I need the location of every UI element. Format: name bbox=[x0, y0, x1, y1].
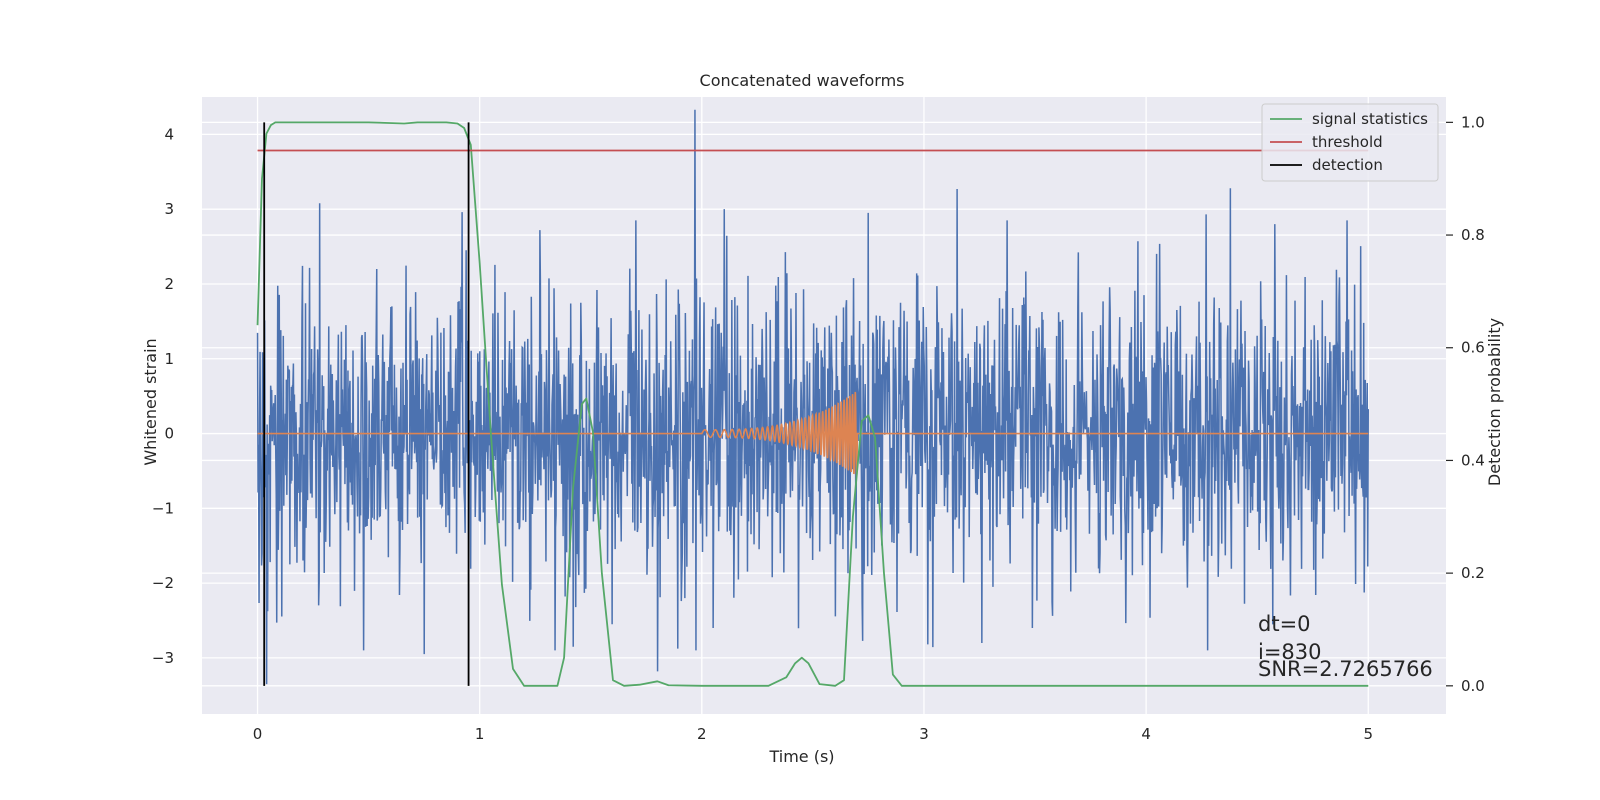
annotation-i: i=830 bbox=[1258, 640, 1322, 664]
strain-series-line bbox=[256, 109, 1369, 685]
legend-label: detection bbox=[1312, 156, 1383, 174]
x-tick-label: 2 bbox=[697, 725, 707, 743]
annotation-dt: dt=0 bbox=[1258, 612, 1311, 636]
data-layer bbox=[256, 109, 1369, 687]
y2-axis-label: Detection probability bbox=[1485, 318, 1504, 486]
y-tick-label: 2 bbox=[164, 275, 174, 293]
chart-title: Concatenated waveforms bbox=[700, 71, 905, 90]
y-tick-label: 3 bbox=[164, 200, 174, 218]
y2-tick-label: 0.0 bbox=[1461, 677, 1485, 695]
y2-tick-label: 0.4 bbox=[1461, 451, 1485, 469]
x-axis-label: Time (s) bbox=[768, 747, 834, 766]
y-tick-label: 0 bbox=[164, 425, 174, 443]
legend: signal statistics threshold detection bbox=[1261, 103, 1439, 182]
x-tick-label: 3 bbox=[919, 725, 929, 743]
y-tick-label: −3 bbox=[152, 649, 174, 667]
x-tick-label: 5 bbox=[1363, 725, 1373, 743]
y-tick-label: −2 bbox=[152, 574, 174, 592]
axes: 0 1 2 3 4 5 −3 −2 −1 0 1 2 3 4 0.0 0.2 0.4 0.6 0.8 1.0 bbox=[152, 113, 1485, 743]
x-tick-label: 1 bbox=[475, 725, 485, 743]
y-tick-label: 4 bbox=[164, 125, 174, 143]
x-tick-label: 0 bbox=[253, 725, 263, 743]
legend-label: signal statistics bbox=[1312, 110, 1428, 128]
y2-tick-label: 0.6 bbox=[1461, 339, 1485, 357]
signal-statistics-line bbox=[256, 121, 1369, 687]
y2-tick-label: 1.0 bbox=[1461, 113, 1485, 131]
y-tick-label: −1 bbox=[152, 499, 174, 517]
x-tick-label: 4 bbox=[1141, 725, 1151, 743]
annotation-snr: SNR=2.7265766 bbox=[1258, 657, 1433, 681]
legend-label: threshold bbox=[1312, 133, 1383, 151]
y2-tick-label: 0.8 bbox=[1461, 226, 1485, 244]
y-tick-label: 1 bbox=[164, 350, 174, 368]
y-axis-label: Whitened strain bbox=[141, 338, 160, 465]
y2-tick-label: 0.2 bbox=[1461, 564, 1485, 582]
injected-waveform-line bbox=[257, 391, 1369, 477]
legend-box bbox=[1261, 103, 1439, 182]
